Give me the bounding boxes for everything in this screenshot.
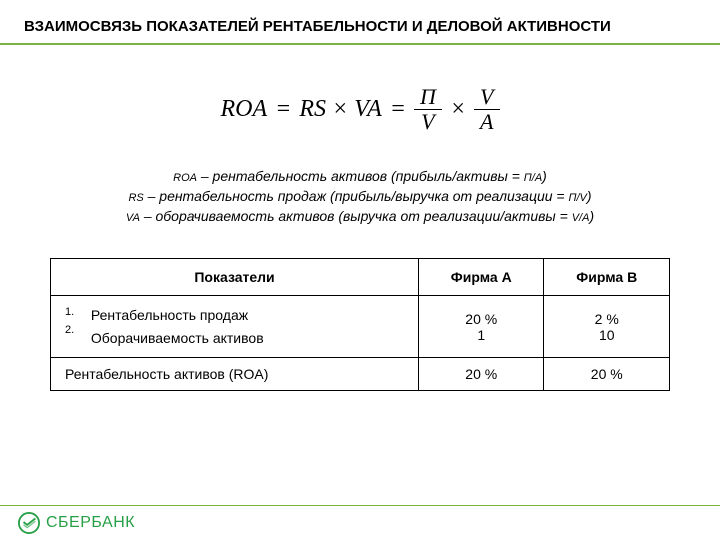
def-text: – рентабельность продаж (прибыль/выручка… (144, 188, 569, 204)
fraction-2: V A (474, 85, 499, 134)
firm-b-values: 2 % 10 (544, 296, 670, 358)
main-formula: ROA = RS × VA = П V × V A (220, 85, 499, 134)
frac-denominator: V (415, 110, 440, 134)
def-symbol: VA (126, 212, 140, 224)
table-header-row: Показатели Фирма А Фирма В (51, 259, 670, 296)
definition-rs: RS – рентабельность продаж (прибыль/выру… (40, 188, 680, 204)
row-labels: Рентабельность продаж Оборачиваемость ак… (91, 304, 264, 349)
frac-numerator: П (414, 85, 442, 110)
def-ratio: П/V (569, 192, 587, 204)
row-index: 1. (65, 306, 74, 318)
roa-firm-b: 20 % (544, 358, 670, 391)
def-end: ) (587, 188, 592, 204)
def-symbol: ROA (173, 172, 197, 184)
times-symbol: × (450, 96, 466, 123)
row-label: Рентабельность продаж (91, 307, 248, 323)
table-container: Показатели Фирма А Фирма В 1. 2. Рентабе… (0, 258, 720, 391)
definition-va: VA – оборачиваемость активов (выручка от… (40, 208, 680, 224)
frac-numerator: V (474, 85, 499, 110)
page-title: ВЗАИМОСВЯЗЬ ПОКАЗАТЕЛЕЙ РЕНТАБЕЛЬНОСТИ И… (24, 18, 696, 35)
col-header-firm-b: Фирма В (544, 259, 670, 296)
header: ВЗАИМОСВЯЗЬ ПОКАЗАТЕЛЕЙ РЕНТАБЕЛЬНОСТИ И… (0, 0, 720, 45)
value: 2 % (595, 311, 619, 327)
def-text: – рентабельность активов (прибыль/активы… (197, 168, 524, 184)
frac-denominator: A (474, 110, 499, 134)
definition-roa: ROA – рентабельность активов (прибыль/ак… (40, 168, 680, 184)
table-row: 1. 2. Рентабельность продаж Оборачиваемо… (51, 296, 670, 358)
firm-a-values: 20 % 1 (419, 296, 544, 358)
roa-label-cell: Рентабельность активов (ROA) (51, 358, 419, 391)
formula-mid: RS × VA (299, 96, 381, 123)
row-index-col: 1. 2. (65, 304, 87, 339)
def-ratio: V/A (572, 212, 590, 224)
col-header-indicators: Показатели (51, 259, 419, 296)
def-symbol: RS (128, 192, 143, 204)
row-index: 2. (65, 324, 74, 336)
value: 1 (477, 327, 485, 343)
def-end: ) (542, 168, 547, 184)
brand-text: СБЕРБАНК (46, 514, 135, 532)
def-ratio: П/А (524, 172, 542, 184)
value: 20 % (465, 311, 497, 327)
sberbank-icon (18, 512, 40, 534)
formula-eq: = (275, 96, 291, 123)
def-text: – оборачиваемость активов (выручка от ре… (140, 208, 572, 224)
formula-eq: = (390, 96, 406, 123)
indicator-cell: 1. 2. Рентабельность продаж Оборачиваемо… (51, 296, 419, 358)
roa-firm-a: 20 % (419, 358, 544, 391)
definitions-block: ROA – рентабельность активов (прибыль/ак… (0, 168, 720, 258)
row-label: Оборачиваемость активов (91, 330, 264, 346)
formula-block: ROA = RS × VA = П V × V A (0, 45, 720, 164)
footer: СБЕРБАНК (0, 505, 720, 540)
fraction-1: П V (414, 85, 442, 134)
table-row: Рентабельность активов (ROA) 20 % 20 % (51, 358, 670, 391)
value: 10 (599, 327, 615, 343)
def-end: ) (589, 208, 594, 224)
col-header-firm-a: Фирма А (419, 259, 544, 296)
comparison-table: Показатели Фирма А Фирма В 1. 2. Рентабе… (50, 258, 670, 391)
formula-lhs: ROA (220, 96, 267, 123)
sberbank-logo: СБЕРБАНК (18, 512, 135, 534)
